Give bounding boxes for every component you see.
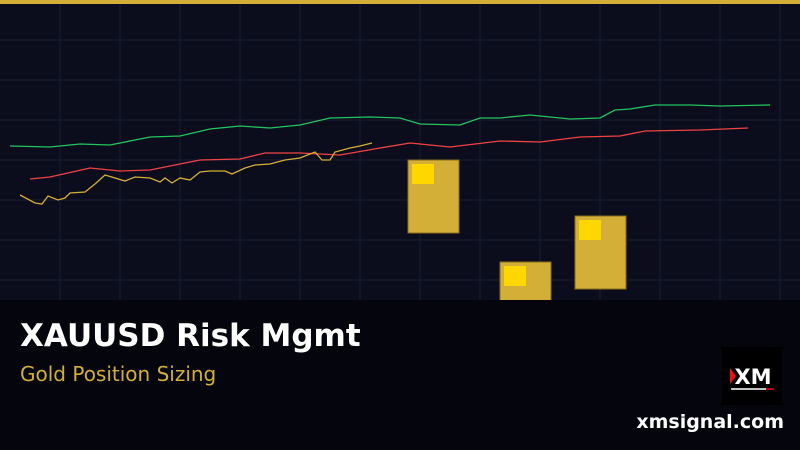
chart-background	[0, 4, 800, 300]
xm-logo: XM	[722, 347, 782, 405]
grid	[0, 4, 800, 300]
footer-panel	[0, 300, 800, 450]
gold-line	[19, 142, 373, 205]
decorative-chart	[0, 4, 800, 300]
gold-block	[499, 261, 552, 300]
banner-title: XAUUSD Risk Mgmt	[20, 318, 361, 354]
green-line	[9, 104, 771, 148]
gold-block	[574, 215, 627, 290]
website-label: xmsignal.com	[636, 411, 784, 433]
gold-block	[407, 159, 460, 234]
svg-text:XM: XM	[734, 365, 771, 389]
banner-subtitle: Gold Position Sizing	[20, 362, 217, 386]
red-line	[29, 127, 749, 180]
top-accent-bar	[0, 0, 800, 4]
xm-logo-icon: XM	[730, 365, 774, 390]
